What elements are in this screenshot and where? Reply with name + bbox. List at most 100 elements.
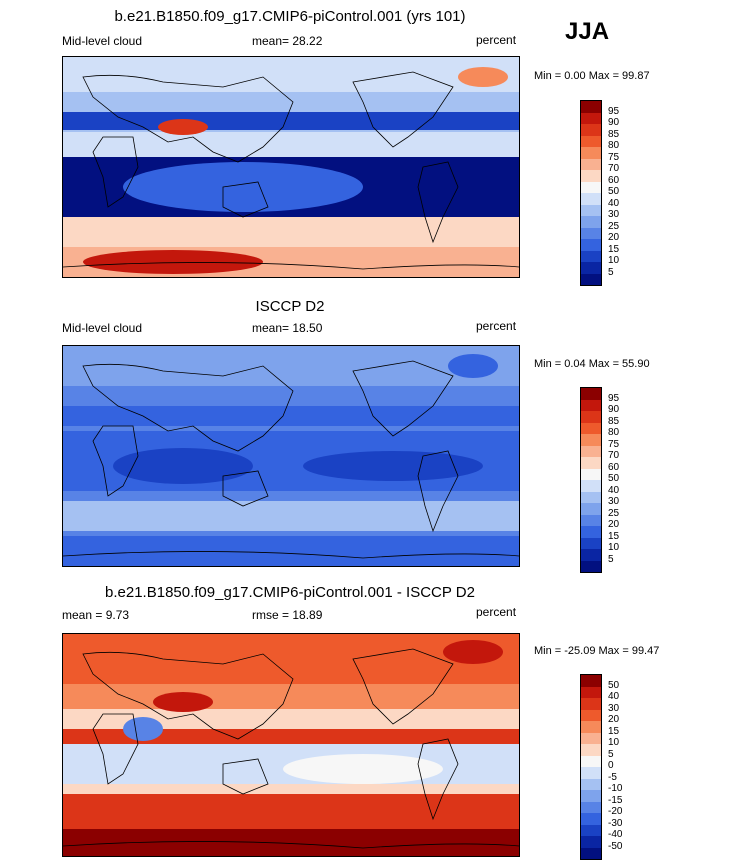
colorbar-tick-label: 50 <box>608 186 620 197</box>
map-band-itcz <box>63 132 519 157</box>
panel-2-minmax: Min = 0.04 Max = 55.90 <box>534 358 650 370</box>
panel-2-left-label: Mid-level cloud <box>62 321 143 335</box>
map-band-nh-mid <box>63 684 519 709</box>
colorbar-swatch <box>581 744 601 756</box>
map-coast-australia <box>222 470 269 507</box>
colorbar-tick-label: 85 <box>608 415 620 427</box>
colorbar-tick-label: 75 <box>608 151 620 163</box>
colorbar-tick-label: 25 <box>608 507 620 519</box>
panel-3-colorbar-box <box>580 674 602 860</box>
colorbar-swatch <box>581 227 601 239</box>
colorbar-swatch <box>581 158 601 170</box>
colorbar-tick-label: -40 <box>608 829 623 840</box>
colorbar-swatch <box>581 709 601 721</box>
colorbar-swatch <box>581 181 601 193</box>
map-blob-tibet <box>158 119 208 135</box>
map-coast-australia <box>222 758 269 795</box>
colorbar-swatch <box>581 526 601 538</box>
map-band-nh-storm <box>63 406 519 426</box>
colorbar-swatch <box>581 457 601 469</box>
map-blob-greenland <box>458 67 508 87</box>
colorbar-swatch <box>581 767 601 779</box>
map-coast-south-america <box>417 738 459 821</box>
map-blob-indian-ocean <box>113 448 253 484</box>
colorbar-swatch <box>581 135 601 147</box>
colorbar-swatch <box>581 239 601 251</box>
map-blob-east-africa <box>123 717 163 741</box>
map-blob-tibet <box>153 692 213 712</box>
panel-1-mean-label: mean= 28.22 <box>252 34 323 48</box>
colorbar-swatch <box>581 514 601 526</box>
colorbar-tick-label: 5 <box>608 748 614 760</box>
colorbar-swatch <box>581 732 601 744</box>
colorbar-tick-label: 60 <box>608 174 620 186</box>
colorbar-swatch <box>581 204 601 216</box>
colorbar-swatch <box>581 273 601 285</box>
colorbar-swatch <box>581 250 601 262</box>
colorbar-swatch <box>581 388 601 400</box>
colorbar-tick-label: -5 <box>608 771 617 783</box>
colorbar-tick-label: 5 <box>608 553 614 565</box>
panel-2-mean-label: mean= 18.50 <box>252 321 323 335</box>
map-coast-north-america <box>352 648 454 725</box>
colorbar-tick-label: 80 <box>608 140 620 151</box>
map-blob-greenland <box>448 354 498 378</box>
colorbar-swatch <box>581 560 601 572</box>
colorbar-tick-label: 15 <box>608 725 620 737</box>
colorbar-swatch <box>581 721 601 733</box>
colorbar-swatch <box>581 399 601 411</box>
panel-1-map-svg <box>63 57 519 277</box>
colorbar-swatch <box>581 422 601 434</box>
colorbar-swatch <box>581 698 601 710</box>
colorbar-tick-label: 5 <box>608 266 614 278</box>
map-blob-antarctica <box>83 250 263 274</box>
map-band-southern-ocean <box>63 217 519 247</box>
colorbar-tick-label: -30 <box>608 817 623 829</box>
map-blob-pacific <box>123 162 363 212</box>
colorbar-tick-label: 10 <box>608 542 620 553</box>
colorbar-swatch <box>581 147 601 159</box>
map-coast-eurasia <box>82 74 294 163</box>
map-band-nh-storm <box>63 112 519 130</box>
map-band-arctic <box>63 57 519 92</box>
map-band-southern-ocean <box>63 501 519 531</box>
panel-3-title: b.e21.B1850.f09_g17.CMIP6-piControl.001 … <box>105 584 475 601</box>
colorbar-tick-label: 10 <box>608 255 620 266</box>
colorbar-tick-label: 20 <box>608 519 620 530</box>
map-coast-antarctica <box>63 551 519 559</box>
colorbar-swatch <box>581 434 601 446</box>
colorbar-tick-label: 90 <box>608 117 620 128</box>
colorbar-tick-label: 50 <box>608 473 620 484</box>
panel-1-units-label: percent <box>476 33 517 47</box>
map-coast-africa <box>92 136 139 208</box>
colorbar-tick-label: 20 <box>608 714 620 725</box>
map-coast-africa <box>92 425 139 497</box>
panel-3-rmse-label: rmse = 18.89 <box>252 608 323 622</box>
colorbar-swatch <box>581 112 601 124</box>
colorbar-tick-label: 30 <box>608 702 620 714</box>
colorbar-swatch <box>581 491 601 503</box>
colorbar-tick-label: 90 <box>608 404 620 415</box>
panel-3-map-svg <box>63 634 519 856</box>
colorbar-tick-label: 85 <box>608 128 620 140</box>
colorbar-swatch <box>581 468 601 480</box>
panel-2-units-label: percent <box>476 319 517 333</box>
colorbar-swatch <box>581 549 601 561</box>
panel-1-minmax: Min = 0.00 Max = 99.87 <box>534 70 650 82</box>
colorbar-swatch <box>581 445 601 457</box>
colorbar-swatch <box>581 824 601 836</box>
colorbar-tick-label: -50 <box>608 840 623 852</box>
colorbar-swatch <box>581 847 601 859</box>
colorbar-swatch <box>581 480 601 492</box>
colorbar-swatch <box>581 755 601 767</box>
colorbar-tick-label: 40 <box>608 484 620 496</box>
panel-3-minmax: Min = -25.09 Max = 99.47 <box>534 645 660 657</box>
map-coast-north-america <box>352 360 454 437</box>
map-coast-australia <box>222 181 269 218</box>
map-coast-antarctica <box>63 262 519 270</box>
colorbar-tick-label: 95 <box>608 105 620 117</box>
map-coast-north-america <box>352 71 454 148</box>
colorbar-swatch <box>581 503 601 515</box>
map-band-antarctic <box>63 536 519 566</box>
panel-1-map <box>62 56 520 278</box>
